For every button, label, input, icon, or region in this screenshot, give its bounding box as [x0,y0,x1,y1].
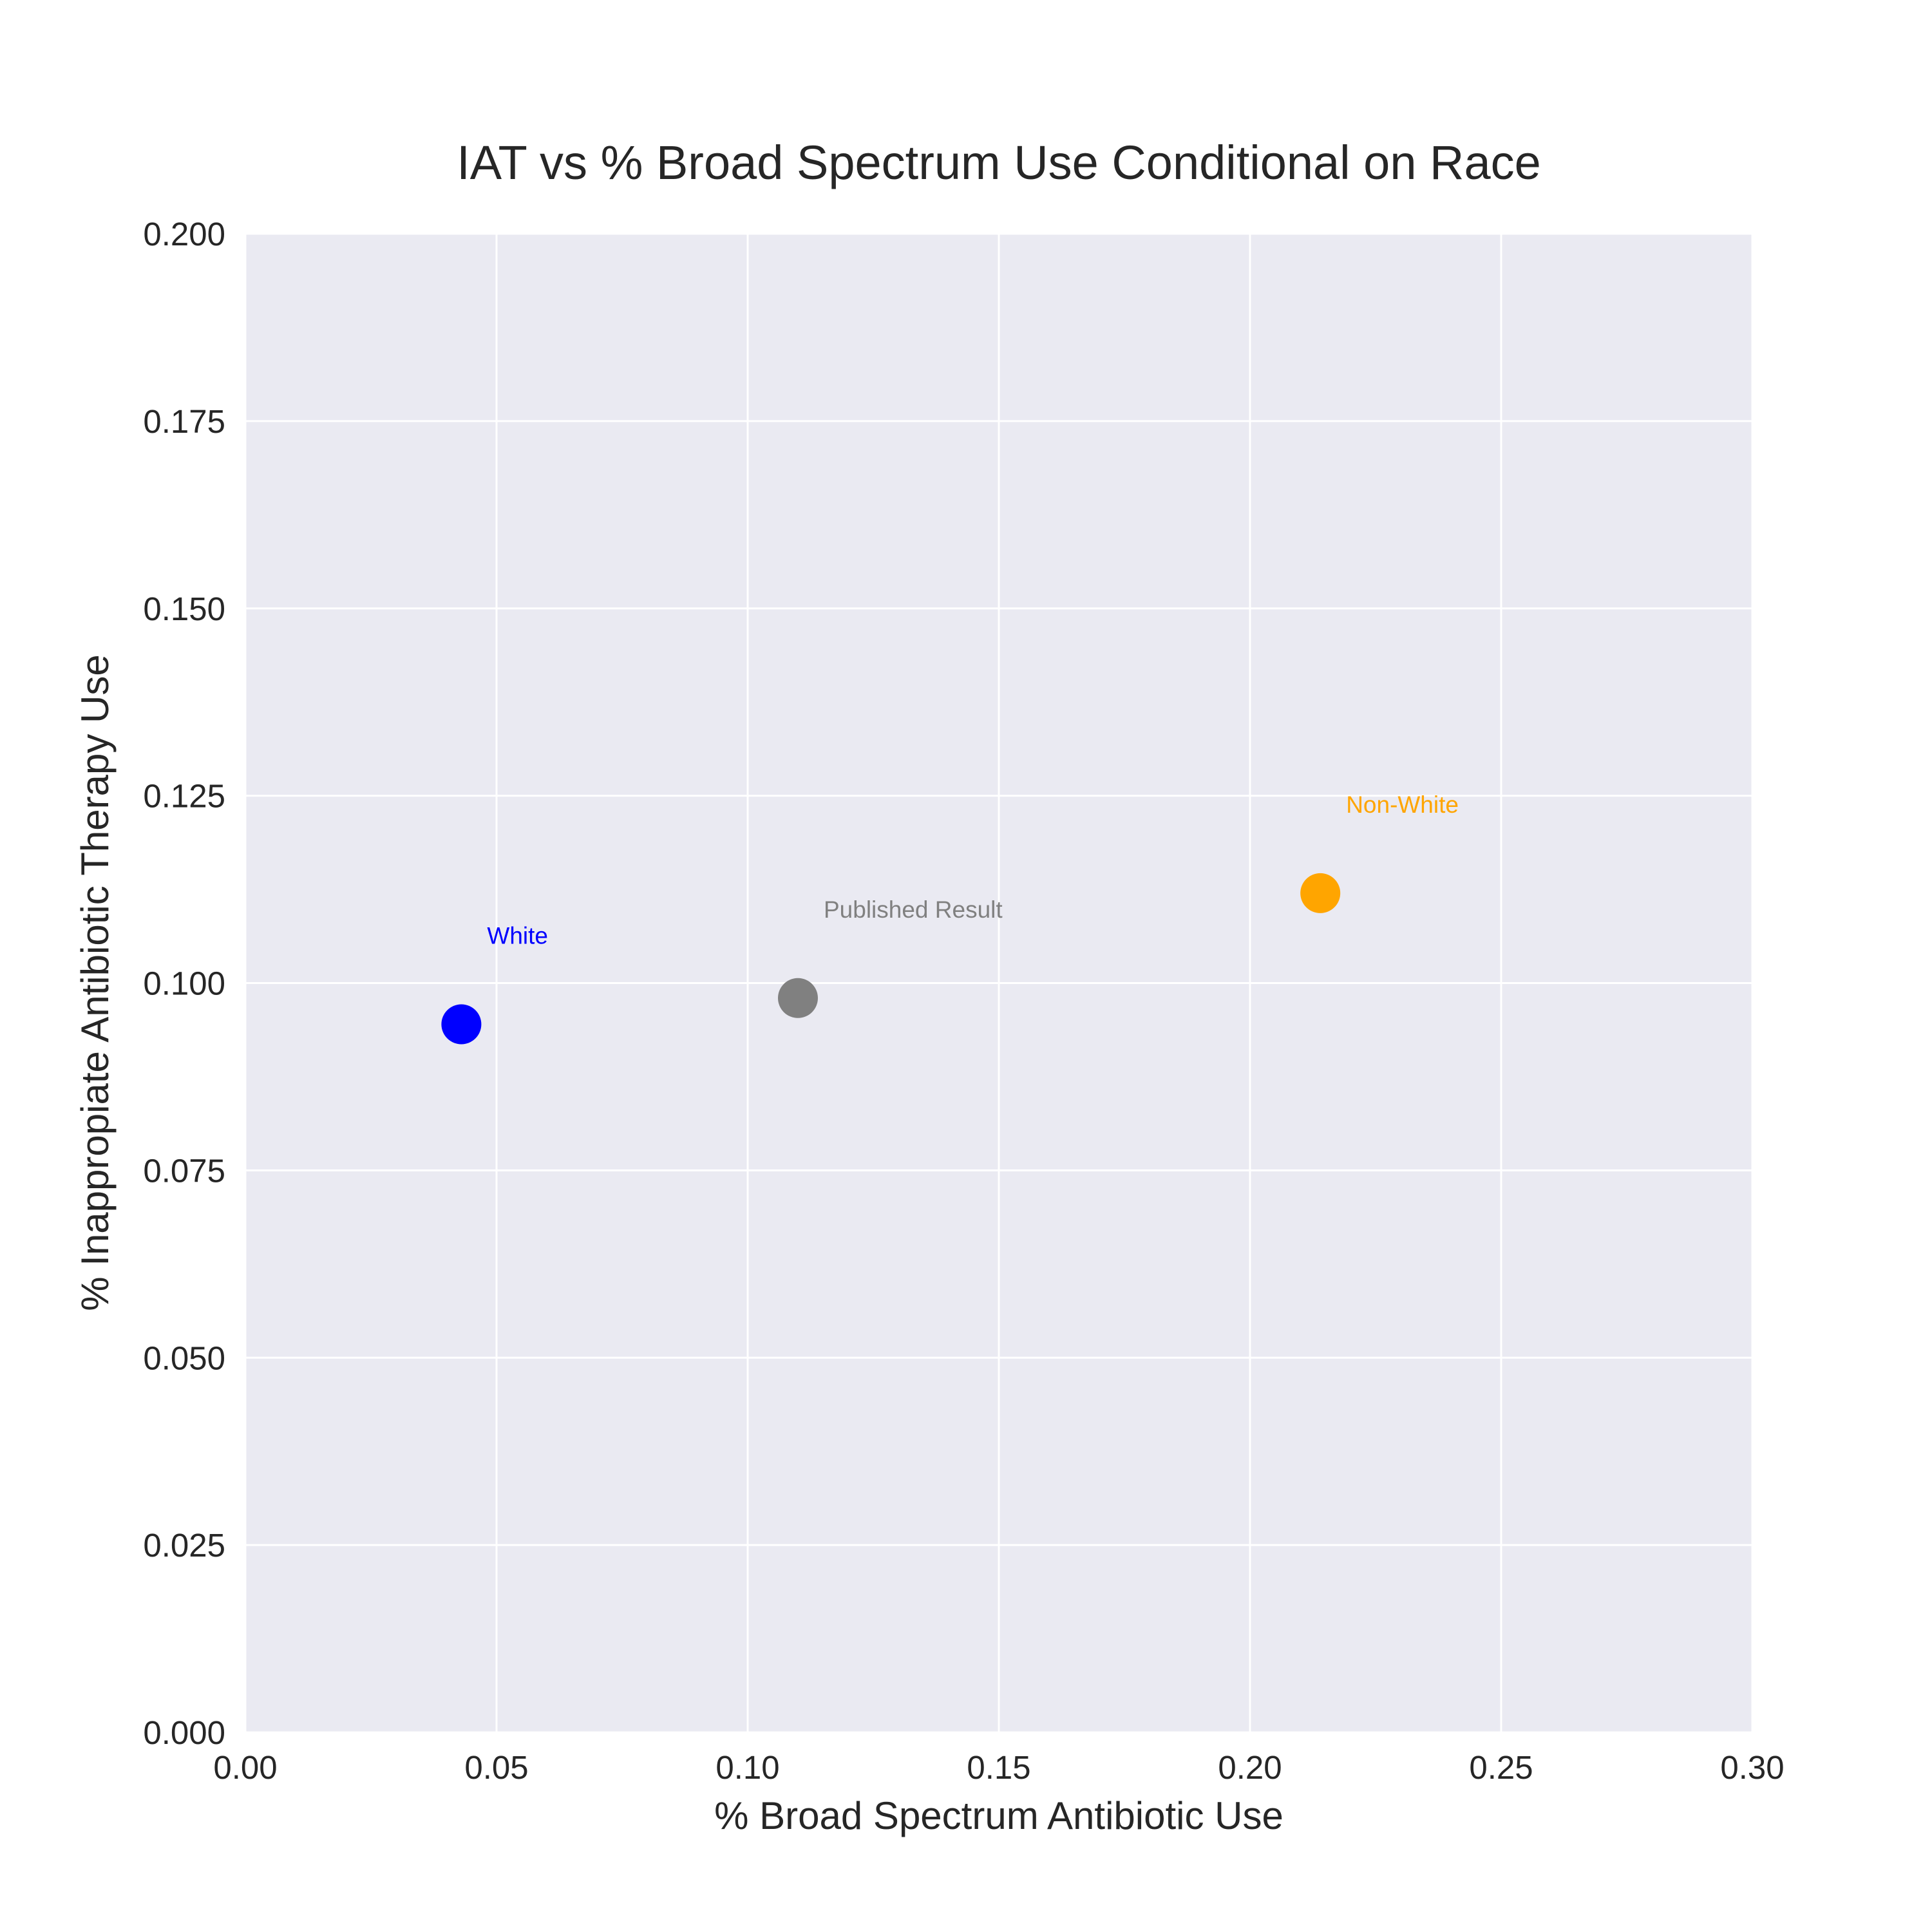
x-tick-label: 0.25 [1469,1749,1533,1786]
x-tick-label: 0.10 [715,1749,779,1786]
x-tick-labels: 0.00 0.05 0.10 0.15 0.20 0.25 0.30 [213,1749,1784,1786]
y-tick-label: 0.200 [143,216,225,252]
x-tick-label: 0.20 [1218,1749,1282,1786]
x-tick-label: 0.15 [967,1749,1030,1786]
data-point [778,978,818,1018]
x-tick-label: 0.05 [464,1749,528,1786]
point-labels: White Published Result Non-White [487,791,1459,949]
grid-lines [244,232,1754,1734]
x-tick-label: 0.30 [1720,1749,1784,1786]
y-tick-label: 0.050 [143,1340,225,1376]
point-label: Published Result [824,896,1003,923]
point-label: White [487,922,548,949]
y-tick-label: 0.000 [143,1714,225,1751]
y-axis-label: % Inappropiate Antibiotic Therapy Use [73,654,117,1311]
y-tick-label: 0.100 [143,965,225,1002]
data-point [441,1004,482,1045]
data-points [441,873,1341,1045]
x-axis-label: % Broad Spectrum Antibiotic Use [714,1794,1283,1837]
x-tick-label: 0.00 [213,1749,277,1786]
point-label: Non-White [1346,791,1459,818]
y-tick-label: 0.125 [143,778,225,815]
y-tick-labels: 0.000 0.025 0.050 0.075 0.100 0.125 0.150 0.175… [143,216,225,1751]
chart-title: IAT vs % Broad Spectrum Use Conditional … [457,136,1541,189]
data-point [1300,873,1341,913]
y-tick-label: 0.025 [143,1527,225,1564]
y-tick-label: 0.175 [143,403,225,440]
y-tick-label: 0.075 [143,1152,225,1189]
y-tick-label: 0.150 [143,591,225,627]
